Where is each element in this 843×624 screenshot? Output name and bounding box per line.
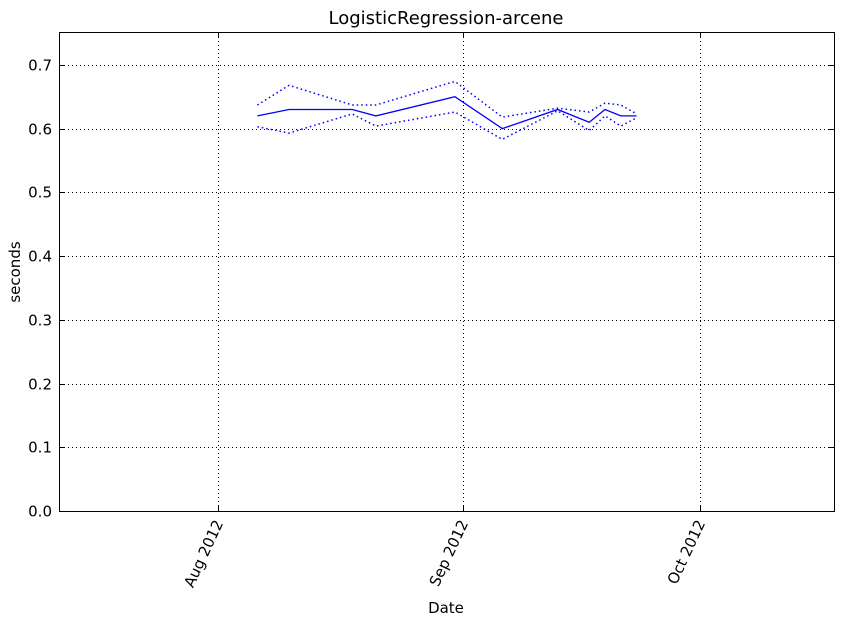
y-tick-label: 0.5 <box>28 184 52 202</box>
y-tick-label: 0.6 <box>28 121 52 139</box>
y-tick-label: 0.1 <box>28 439 52 457</box>
y-tick-label: 0.0 <box>28 503 52 521</box>
tick-marks <box>60 33 834 512</box>
x-axis-label: Date <box>428 599 464 617</box>
y-tick-label: 0.7 <box>28 57 52 75</box>
x-tick-label: Aug 2012 <box>180 517 227 590</box>
series-line-lower <box>257 109 637 141</box>
y-tick-label: 0.4 <box>28 248 52 266</box>
plot-series <box>257 80 637 141</box>
y-tick-labels: 0.0 0.1 0.2 0.3 0.4 0.5 0.6 0.7 <box>28 57 52 521</box>
series-line-upper <box>257 80 637 118</box>
grid-lines <box>60 33 834 512</box>
series-line-mean <box>257 96 637 130</box>
plot-frame <box>59 32 835 512</box>
chart-title: LogisticRegression-arcene <box>329 8 564 29</box>
x-tick-label: Oct 2012 <box>664 517 709 587</box>
x-tick-label: Sep 2012 <box>426 517 472 589</box>
y-axis-label: seconds <box>6 241 24 302</box>
x-tick-labels: Aug 2012 Sep 2012 Oct 2012 <box>180 517 709 590</box>
y-tick-label: 0.2 <box>28 376 52 394</box>
y-tick-label: 0.3 <box>28 312 52 330</box>
